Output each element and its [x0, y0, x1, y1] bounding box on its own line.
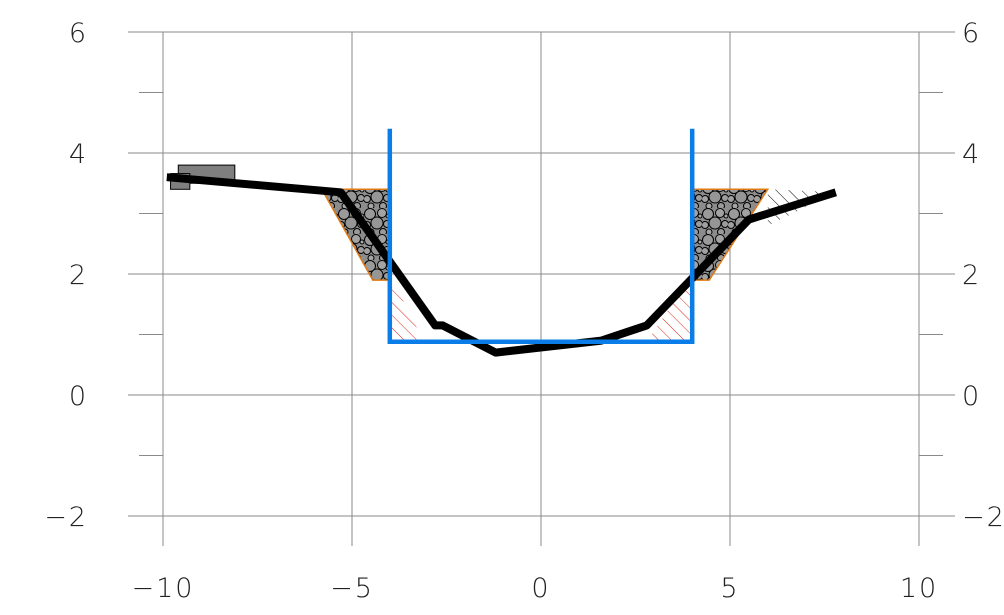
- y-tick-label-left: 2: [69, 260, 88, 291]
- grid-lines: [128, 31, 955, 546]
- hatched-area-left: [389, 274, 424, 342]
- y-tick-label-right: 2: [962, 260, 981, 291]
- y-tick-label-left: 6: [69, 18, 88, 49]
- x-tick-label: 10: [900, 573, 938, 604]
- y-tick-label-left: 4: [69, 139, 88, 170]
- y-tick-label-right: 4: [962, 139, 981, 170]
- x-tick-label: 0: [531, 573, 550, 604]
- series-design-channel: [387, 128, 695, 345]
- tick-labels: −10 −5 0 5 10 −2 −2 0 0 2 2 4 4 6 6: [44, 18, 1004, 604]
- hatched-area-right: [646, 274, 693, 342]
- x-tick-label: −10: [132, 573, 195, 604]
- y-tick-label-right: −2: [962, 502, 1004, 533]
- y-tick-label-right: 0: [962, 381, 981, 412]
- series-ground-profile: [166, 173, 837, 357]
- revetment-left: [320, 188, 391, 281]
- x-tick-label: 5: [720, 573, 739, 604]
- y-tick-label-left: 0: [69, 381, 88, 412]
- y-tick-label-left: −2: [44, 502, 88, 533]
- series-group: [166, 128, 837, 357]
- y-tick-label-right: 6: [962, 18, 981, 49]
- x-tick-label: −5: [330, 573, 374, 604]
